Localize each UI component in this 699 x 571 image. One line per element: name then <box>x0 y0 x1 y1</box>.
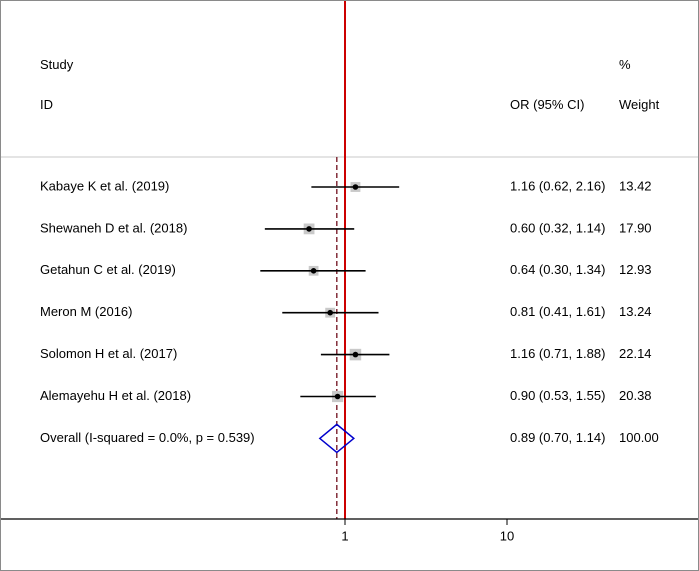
ci-text: 0.60 (0.32, 1.14) <box>510 220 605 235</box>
ci-text: 1.16 (0.62, 2.16) <box>510 178 605 193</box>
weight-text: 13.42 <box>619 178 652 193</box>
point-estimate <box>327 309 333 316</box>
weight-text: 13.24 <box>619 304 652 319</box>
study-row: Kabaye K et al. (2019) 1.16 (0.62, 2.16) 1… <box>40 178 652 193</box>
ci-text: 0.81 (0.41, 1.61) <box>510 304 605 319</box>
study-row: Getahun C et al. (2019) 0.64 (0.30, 1.34)… <box>40 262 652 277</box>
study-label: Meron M (2016) <box>40 304 132 319</box>
study-label: Solomon H et al. (2017) <box>40 346 177 361</box>
header-study: Study <box>40 57 74 72</box>
point-estimate <box>310 268 317 274</box>
point-estimate <box>352 184 359 190</box>
header-id: ID <box>40 97 53 112</box>
study-row: Alemayehu H et al. (2018) 0.90 (0.53, 1.5… <box>40 388 652 403</box>
study-label: Kabaye K et al. (2019) <box>40 178 169 193</box>
x-tick-label: 1 <box>341 528 348 543</box>
weight-text: 17.90 <box>619 220 652 235</box>
weight-text: 12.93 <box>619 262 652 277</box>
x-tick-label: 10 <box>500 528 514 543</box>
reference-lines <box>336 1 346 519</box>
header-percent: % <box>619 57 631 72</box>
ci-text: 0.64 (0.30, 1.34) <box>510 262 605 277</box>
point-estimate <box>306 226 312 232</box>
header-weight: Weight <box>619 97 660 112</box>
study-label: Getahun C et al. (2019) <box>40 262 176 277</box>
weight-text: 20.38 <box>619 388 652 403</box>
study-row: Solomon H et al. (2017) 1.16 (0.71, 1.88)… <box>40 346 652 361</box>
x-axis: 1 10 <box>1 518 698 543</box>
study-label: Alemayehu H et al. (2018) <box>40 388 191 403</box>
overall-weight-text: 100.00 <box>619 430 659 445</box>
overall-label: Overall (I-squared = 0.0%, p = 0.539) <box>40 430 255 445</box>
ci-text: 0.90 (0.53, 1.55) <box>510 388 605 403</box>
weight-text: 22.14 <box>619 346 652 361</box>
study-rows: Kabaye K et al. (2019) 1.16 (0.62, 2.16) 1… <box>40 178 659 454</box>
overall-row: Overall (I-squared = 0.0%, p = 0.539) 0.8… <box>40 423 659 454</box>
ci-text: 1.16 (0.71, 1.88) <box>510 346 605 361</box>
study-row: Shewaneh D et al. (2018) 0.60 (0.32, 1.14… <box>40 220 652 235</box>
header-ci: OR (95% CI) <box>510 97 584 112</box>
point-estimate <box>352 351 359 358</box>
summary-diamond <box>318 423 355 454</box>
study-label: Shewaneh D et al. (2018) <box>40 220 187 235</box>
point-estimate <box>334 393 341 400</box>
overall-ci-text: 0.89 (0.70, 1.14) <box>510 430 605 445</box>
study-row: Meron M (2016) 0.81 (0.41, 1.61) 13.24 <box>40 304 652 319</box>
